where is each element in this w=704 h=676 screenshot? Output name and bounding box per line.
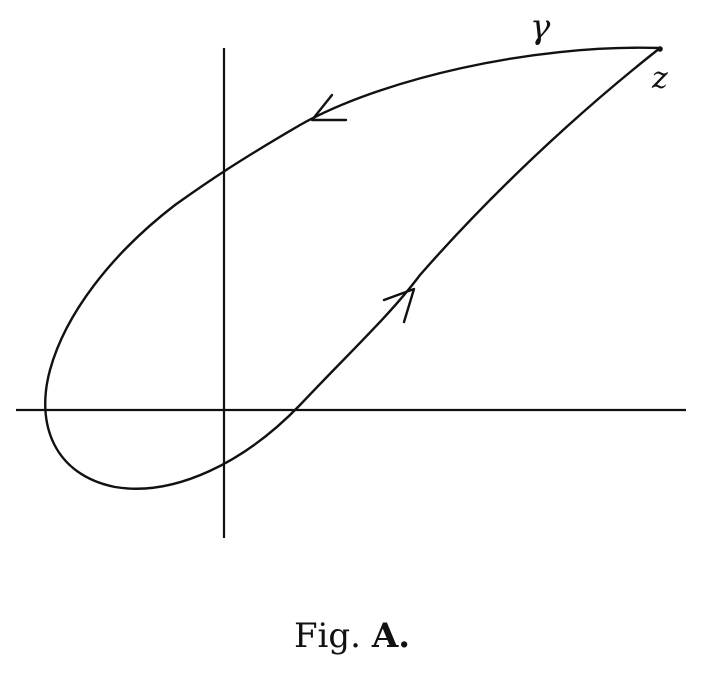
caption-letter: A. [371, 616, 411, 656]
caption-prefix: Fig. [293, 616, 361, 656]
point-label-z: z [651, 61, 668, 96]
point-z-marker [657, 46, 663, 52]
figure-caption: Fig. A. [0, 616, 704, 656]
lower-arrowhead [382, 287, 416, 324]
upper-arrowhead [310, 93, 348, 122]
curve-label-gamma: γ [530, 7, 551, 47]
contour-curve [44, 46, 662, 490]
